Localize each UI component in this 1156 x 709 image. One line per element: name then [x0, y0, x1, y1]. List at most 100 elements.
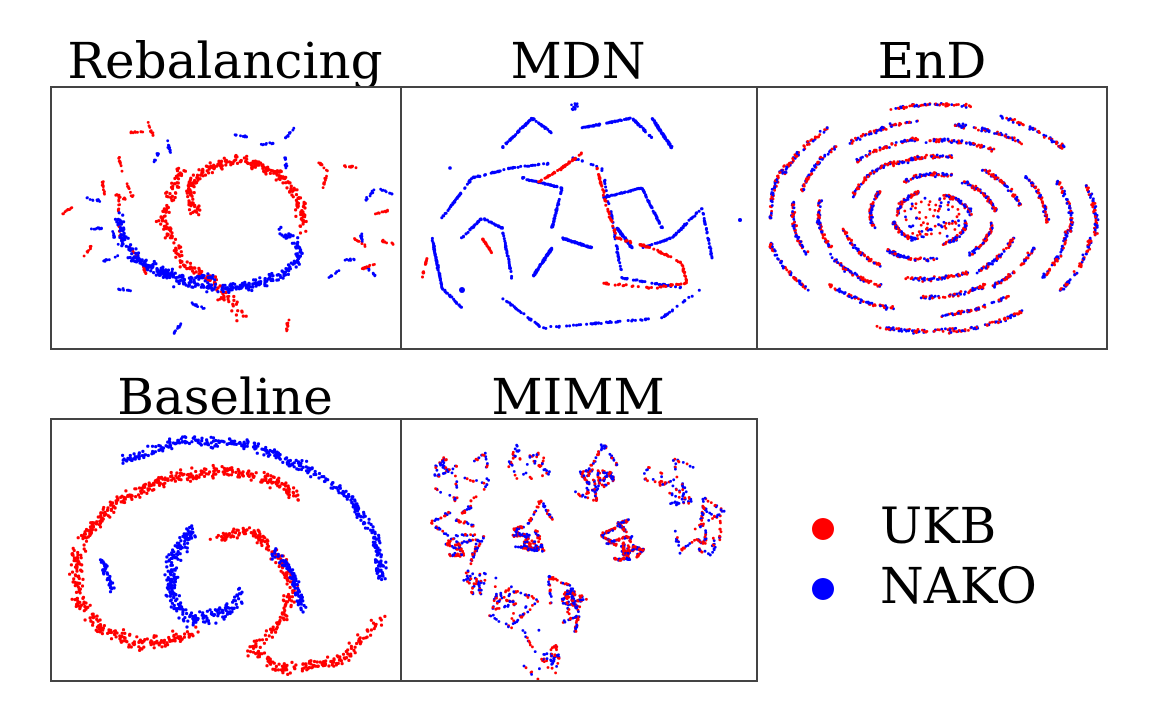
scatter-point: [347, 258, 351, 262]
scatter-point: [992, 206, 995, 209]
scatter-point: [823, 233, 826, 237]
scatter-point: [438, 278, 442, 282]
scatter-point: [163, 214, 167, 218]
scatter-point: [848, 241, 852, 245]
scatter-point: [533, 163, 537, 167]
scatter-point: [669, 284, 673, 287]
scatter-point: [993, 132, 996, 135]
scatter-point: [579, 152, 583, 156]
scatter-point: [554, 208, 558, 212]
scatter-point: [531, 163, 534, 167]
scatter-point: [954, 196, 958, 200]
scatter-point: [1009, 240, 1012, 244]
scatter-point: [243, 135, 247, 139]
scatter-point: [219, 163, 223, 167]
scatter-point: [650, 286, 653, 289]
scatter-point: [163, 236, 167, 240]
scatter-point: [554, 212, 558, 215]
scatter-point: [170, 270, 174, 274]
scatter-point: [197, 266, 201, 270]
scatter-point: [205, 290, 209, 294]
scatter-point: [281, 276, 285, 280]
scatter-point: [1059, 254, 1063, 258]
scatter-point: [556, 202, 560, 206]
scatter-point: [881, 147, 884, 150]
scatter-point: [644, 317, 648, 321]
scatter-point: [1058, 181, 1062, 185]
scatter-point: [984, 196, 988, 199]
scatter-point: [89, 246, 92, 249]
scatter-point: [616, 247, 619, 251]
scatter-point: [154, 262, 158, 266]
scatter-point: [899, 205, 902, 208]
scatter-point: [991, 262, 994, 266]
scatter-point: [170, 231, 174, 235]
scatter-point: [813, 136, 817, 140]
scatter-point: [100, 226, 103, 230]
scatter-point: [930, 173, 933, 177]
scatter-point: [216, 298, 220, 302]
scatter-rebalancing: [61, 121, 395, 335]
scatter-point: [570, 103, 573, 107]
scatter-point: [964, 103, 967, 107]
scatter-point: [616, 251, 620, 255]
scatter-point: [962, 310, 966, 314]
scatter-point: [600, 167, 604, 171]
scatter-point: [930, 277, 934, 281]
scatter-point: [878, 326, 882, 330]
scatter-point: [1082, 257, 1086, 261]
scatter-point: [986, 170, 990, 173]
scatter-point: [580, 126, 584, 130]
scatter-point: [871, 202, 874, 206]
scatter-point: [604, 185, 608, 189]
scatter-point: [960, 329, 964, 332]
scatter-point: [178, 265, 182, 269]
scatter-point: [875, 129, 879, 133]
scatter-point: [773, 253, 777, 257]
scatter-point: [652, 211, 656, 215]
scatter-point: [816, 213, 820, 217]
scatter-point: [913, 104, 916, 108]
scatter-point: [298, 224, 303, 228]
scatter-point: [977, 245, 981, 249]
scatter-point: [168, 192, 172, 196]
scatter-point: [232, 159, 236, 163]
scatter-point: [138, 261, 142, 265]
scatter-point: [136, 130, 139, 134]
scatter-point: [924, 295, 928, 299]
scatter-point: [910, 237, 914, 240]
scatter-point: [870, 215, 873, 219]
scatter-point: [993, 282, 997, 286]
scatter-point: [1005, 116, 1009, 120]
scatter-point: [841, 227, 845, 231]
scatter-point: [640, 243, 644, 247]
scatter-point: [259, 161, 263, 165]
scatter-point: [482, 240, 486, 243]
scatter-point: [788, 270, 791, 273]
scatter-point: [168, 226, 172, 230]
scatter-point: [863, 278, 867, 282]
scatter-point: [947, 240, 951, 244]
scatter-point: [937, 138, 940, 142]
scatter-point: [508, 301, 512, 305]
scatter-point: [811, 168, 814, 172]
scatter-point: [980, 127, 984, 131]
scatter-point: [191, 173, 195, 177]
scatter-point: [794, 235, 797, 238]
scatter-point: [942, 194, 946, 197]
scatter-point: [383, 240, 387, 244]
scatter-point: [810, 172, 814, 176]
scatter-point: [97, 198, 101, 202]
scatter-point: [703, 222, 707, 226]
scatter-point: [607, 210, 611, 214]
scatter-point: [231, 302, 235, 306]
scatter-point: [424, 259, 428, 263]
scatter-point: [963, 219, 967, 223]
scatter-point: [884, 308, 888, 311]
scatter-point: [930, 294, 933, 298]
scatter-point: [1060, 185, 1063, 189]
scatter-point: [989, 221, 993, 225]
scatter-point: [1043, 204, 1047, 208]
scatter-point: [1006, 316, 1010, 320]
scatter-point: [576, 105, 579, 108]
